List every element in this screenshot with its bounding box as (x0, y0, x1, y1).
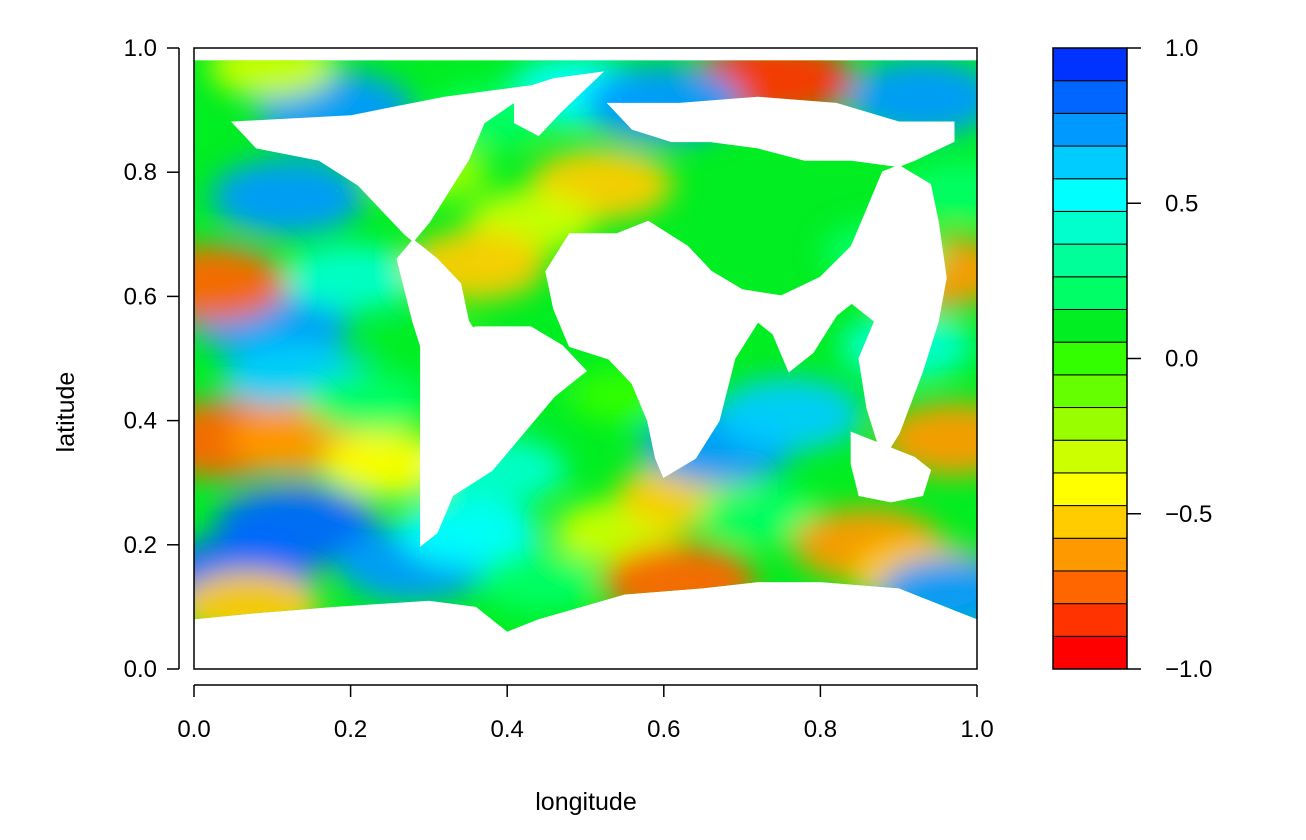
colorbar-tick-label-2: 0.0 (1165, 346, 1198, 373)
colorbar-swatch-3 (1052, 537, 1128, 572)
colorbar-tick-label-1: 0.5 (1165, 190, 1198, 217)
colorbar-swatch-8 (1052, 374, 1128, 409)
x-axis-title: longitude (535, 788, 636, 816)
plot-frame (193, 47, 978, 670)
field-blob-19 (602, 543, 757, 621)
colorbar-swatch-12 (1052, 243, 1128, 278)
y-tick-label-2: 0.4 (124, 408, 157, 435)
colorbar-swatch-16 (1052, 112, 1128, 147)
colorbar-swatch-10 (1052, 308, 1128, 343)
colorbar-swatch-11 (1052, 276, 1128, 310)
colorbar-swatch-13 (1052, 210, 1128, 245)
colorbar-swatch-18 (1052, 47, 1128, 82)
y-tick-label-1: 0.2 (124, 532, 157, 559)
field-blob-22 (696, 483, 819, 545)
x-tick-label-1: 0.2 (334, 716, 367, 743)
field-blob-6 (283, 244, 418, 312)
land-mask-3 (545, 96, 955, 478)
colorbar-swatch-14 (1052, 178, 1128, 212)
colorbar-swatch-2 (1052, 570, 1128, 605)
field-blob-9 (194, 245, 287, 323)
field-blob-5 (211, 158, 365, 236)
y-axis: 0.0 0.2 0.4 0.6 0.8 1.0 (124, 35, 180, 683)
colorbar-swatch-15 (1052, 145, 1128, 180)
land-masks (230, 71, 955, 547)
x-tick-label-5: 1.0 (960, 716, 993, 743)
x-tick-label-0: 0.0 (177, 716, 210, 743)
colorbar-swatch-7 (1052, 407, 1128, 441)
y-tick-label-5: 1.0 (124, 35, 157, 62)
colorbar-swatch-9 (1052, 341, 1128, 376)
colorbar-tick-label-4: −1.0 (1165, 656, 1212, 683)
colorbar-swatch-17 (1052, 80, 1128, 114)
y-tick-label-4: 0.8 (124, 159, 157, 186)
land-mask-2 (514, 71, 605, 137)
colorbar-tick-label-0: 1.0 (1165, 35, 1198, 62)
field-blob-21 (715, 377, 863, 452)
field-blob-41 (845, 60, 977, 137)
field-blob-39 (208, 60, 337, 99)
y-axis-title: latitude (52, 372, 80, 453)
field-blob-11 (305, 371, 428, 433)
colorbar: 1.0 0.5 0.0 −0.5 −1.0 (1052, 35, 1212, 683)
colorbar-tick-label-3: −0.5 (1165, 501, 1212, 528)
land-mask-5 (685, 418, 713, 447)
field-blob-26 (879, 402, 977, 477)
y-tick-label-3: 0.6 (124, 283, 157, 310)
colorbar-swatch-1 (1052, 603, 1128, 637)
land-mask-4 (850, 431, 932, 503)
x-tick-label-4: 0.8 (804, 716, 837, 743)
colorbar-swatch-6 (1052, 439, 1128, 474)
field-blob-25 (876, 556, 977, 632)
x-tick-label-3: 0.6 (647, 716, 680, 743)
colorbar-swatch-5 (1052, 472, 1128, 507)
field-blob-15 (477, 551, 600, 613)
y-tick-label-0: 0.0 (124, 656, 157, 683)
colorbar-swatch-4 (1052, 505, 1128, 539)
plot-area (193, 47, 978, 670)
x-axis: 0.0 0.2 0.4 0.6 0.8 1.0 (177, 684, 994, 743)
field-blob-40 (194, 570, 321, 632)
colorbar-swatch-0 (1052, 635, 1128, 670)
land-mask-1 (420, 326, 587, 547)
x-tick-label-2: 0.4 (491, 716, 524, 743)
